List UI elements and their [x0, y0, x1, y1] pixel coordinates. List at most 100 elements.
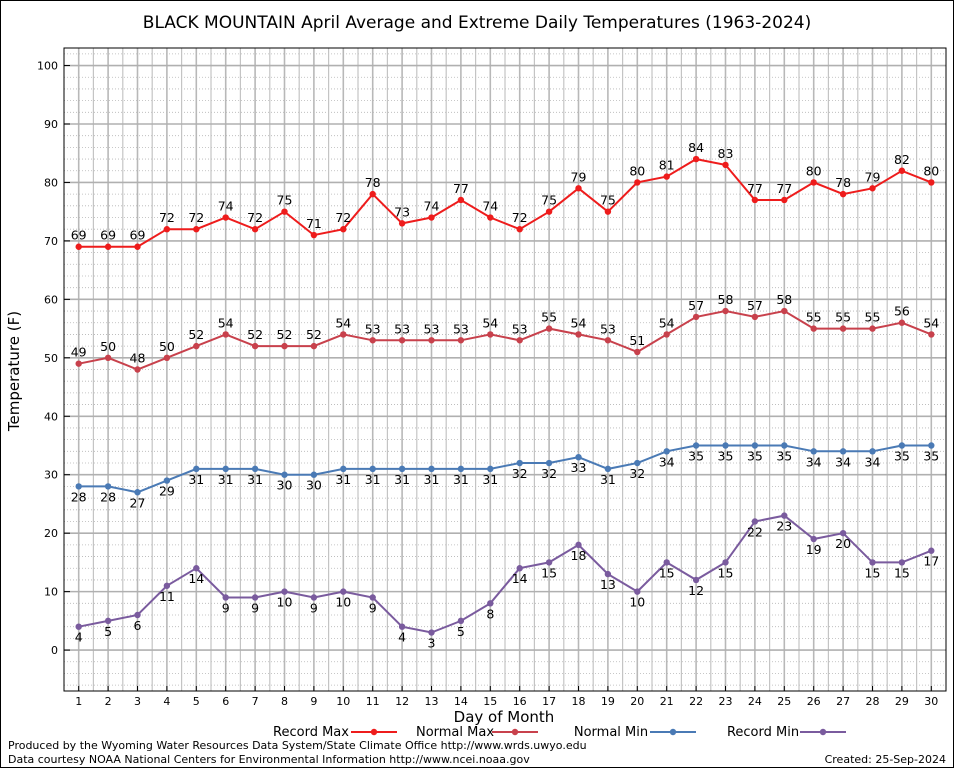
- y-tick-label: 60: [44, 293, 58, 306]
- data-label: 72: [512, 210, 528, 225]
- legend-swatch-marker: [669, 728, 677, 736]
- data-point: [692, 155, 700, 163]
- data-point: [193, 342, 200, 350]
- data-point: [663, 173, 670, 180]
- data-label: 53: [394, 321, 410, 336]
- y-tick-label: 40: [44, 410, 58, 423]
- data-point: [222, 594, 229, 601]
- data-label: 79: [571, 169, 587, 184]
- data-point: [163, 582, 171, 589]
- data-label: 54: [482, 315, 498, 330]
- data-point: [457, 196, 465, 204]
- x-tick-label: 30: [924, 695, 938, 708]
- data-label: 5: [104, 624, 112, 639]
- data-label: 53: [512, 321, 528, 336]
- data-label: 83: [718, 146, 734, 161]
- data-point: [722, 442, 729, 449]
- data-point: [663, 559, 670, 566]
- x-tick-label: 27: [836, 695, 850, 708]
- x-tick-label: 17: [542, 695, 556, 708]
- data-label: 53: [365, 321, 381, 336]
- data-point: [428, 214, 435, 221]
- data-label: 14: [188, 571, 204, 586]
- data-point: [839, 190, 847, 198]
- data-point: [487, 214, 494, 221]
- data-label: 35: [718, 448, 734, 463]
- data-point: [104, 483, 112, 490]
- data-point: [398, 220, 406, 227]
- x-tick-label: 7: [252, 695, 259, 708]
- data-label: 31: [424, 472, 440, 487]
- data-point: [928, 442, 935, 449]
- data-label: 82: [894, 152, 910, 167]
- data-label: 28: [71, 489, 87, 504]
- data-label: 55: [541, 310, 557, 325]
- data-point: [251, 594, 259, 601]
- data-label: 54: [335, 315, 351, 330]
- data-label: 77: [747, 181, 763, 196]
- data-point: [310, 231, 318, 239]
- data-point: [487, 465, 494, 473]
- legend-label: Normal Max: [416, 725, 494, 740]
- data-label: 35: [894, 448, 910, 463]
- data-point: [340, 465, 347, 473]
- data-point: [839, 529, 847, 537]
- data-point: [839, 325, 847, 332]
- data-point: [722, 559, 729, 566]
- data-point: [751, 518, 759, 525]
- data-label: 4: [398, 630, 406, 645]
- data-label: 57: [747, 298, 763, 313]
- data-point: [369, 337, 376, 344]
- data-label: 80: [923, 163, 939, 178]
- data-point: [428, 337, 435, 344]
- x-tick-label: 26: [807, 695, 821, 708]
- x-tick-label: 24: [748, 695, 762, 708]
- legend-item-record-max: Record Max: [273, 725, 397, 740]
- data-label: 53: [600, 321, 616, 336]
- x-tick-label: 23: [719, 695, 733, 708]
- legend-label: Record Min: [727, 725, 799, 740]
- data-label: 23: [776, 519, 792, 534]
- x-tick-label: 20: [630, 695, 644, 708]
- y-tick-label: 100: [37, 60, 58, 73]
- data-label: 9: [251, 600, 259, 615]
- data-label: 54: [218, 315, 234, 330]
- data-label: 32: [541, 466, 557, 481]
- data-point: [310, 342, 318, 350]
- data-point: [340, 331, 347, 338]
- y-tick-label: 80: [44, 176, 58, 189]
- data-point: [604, 570, 612, 578]
- data-point: [898, 442, 906, 449]
- data-point: [898, 167, 906, 174]
- y-tick-label: 50: [44, 352, 58, 365]
- x-tick-label: 13: [425, 695, 439, 708]
- data-label: 78: [835, 175, 851, 190]
- data-point: [222, 465, 229, 473]
- data-point: [781, 196, 788, 204]
- data-label: 78: [365, 175, 381, 190]
- data-label: 69: [130, 228, 146, 243]
- data-point: [428, 629, 435, 636]
- x-tick-label: 6: [222, 695, 229, 708]
- data-point: [692, 442, 700, 449]
- data-label: 58: [718, 292, 734, 307]
- data-point: [545, 325, 553, 332]
- data-point: [869, 559, 876, 566]
- data-label: 55: [806, 310, 822, 325]
- data-point: [251, 226, 259, 233]
- data-label: 75: [277, 193, 293, 208]
- data-label: 48: [130, 351, 146, 366]
- data-point: [310, 471, 318, 478]
- data-point: [781, 512, 788, 519]
- data-label: 73: [394, 204, 410, 219]
- data-point: [722, 307, 729, 315]
- data-point: [457, 337, 465, 344]
- data-label: 52: [188, 327, 204, 342]
- data-label: 53: [453, 321, 469, 336]
- data-point: [722, 161, 729, 169]
- data-point: [751, 313, 759, 321]
- data-point: [398, 465, 406, 473]
- chart-title: BLACK MOUNTAIN April Average and Extreme…: [143, 13, 811, 33]
- data-label: 55: [865, 310, 881, 325]
